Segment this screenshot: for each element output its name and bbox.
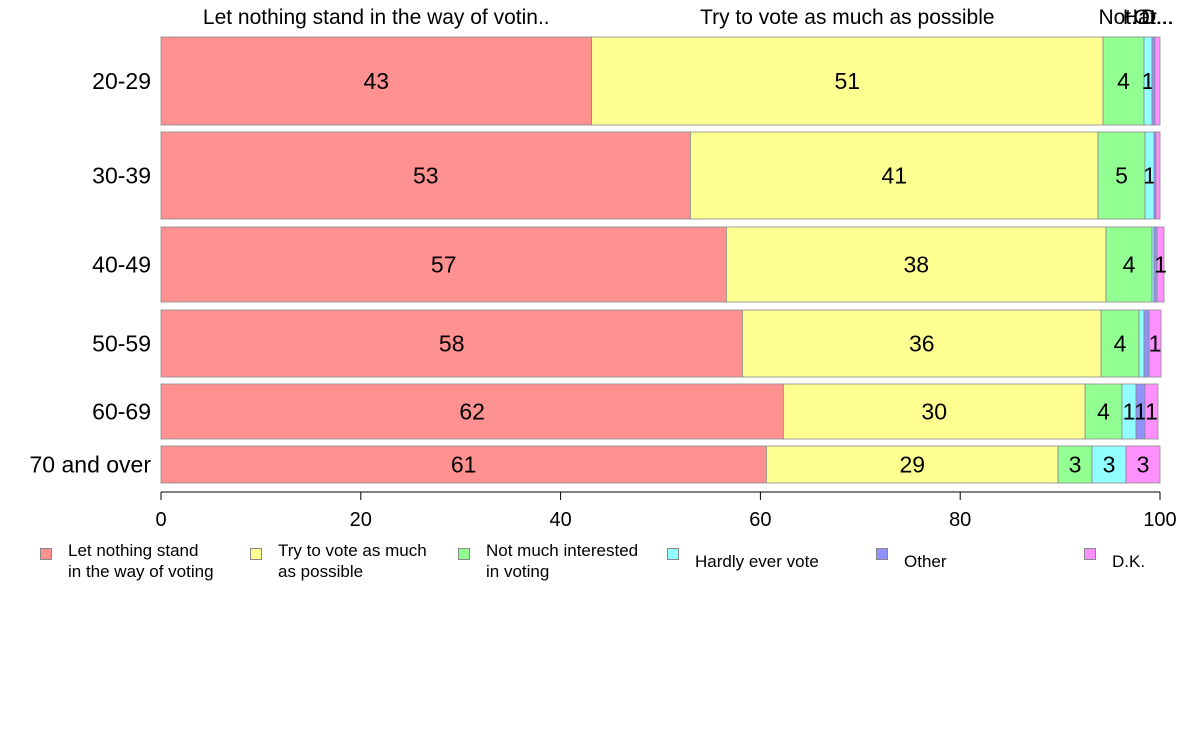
bar-segment: [1144, 383, 1159, 440]
data-label: 1: [1154, 252, 1167, 278]
legend-swatch: [1084, 548, 1096, 560]
legend-item: Hardly ever vote: [667, 540, 819, 572]
bar-segment: [1091, 445, 1127, 484]
data-label: 38: [903, 252, 929, 278]
bar-segment: [1102, 36, 1145, 126]
bar-segment: [160, 445, 767, 484]
data-label: 3: [1137, 452, 1150, 478]
bar-segment: [160, 36, 592, 126]
legend-label: Other: [904, 552, 947, 571]
bar-segment: [690, 131, 1099, 220]
data-label: 57: [431, 252, 457, 278]
bar-segment: [1151, 36, 1156, 126]
category-label: 40-49: [92, 252, 151, 278]
data-label: 1: [1134, 399, 1147, 425]
data-label: 41: [881, 163, 907, 189]
data-label: 43: [363, 68, 389, 94]
bar-segment: [726, 226, 1107, 303]
x-tick-label: 80: [949, 509, 971, 531]
series-top-label: Let nothing stand in the way of votin..: [203, 6, 550, 29]
data-label: 4: [1117, 68, 1130, 94]
data-label: 51: [835, 68, 861, 94]
data-label: 5: [1115, 163, 1128, 189]
x-tick-label: 40: [549, 509, 571, 531]
legend-label: Let nothing stand in the way of voting: [68, 541, 214, 581]
data-label: 1: [1123, 399, 1136, 425]
bar-segment: [1138, 309, 1145, 378]
x-tick-label: 60: [749, 509, 771, 531]
category-label: 50-59: [92, 331, 151, 357]
data-label: 1: [1142, 68, 1155, 94]
data-label: 53: [413, 163, 439, 189]
bar-segment: [160, 383, 784, 440]
data-label: 1: [1143, 163, 1156, 189]
legend-item: Not much interested in voting: [458, 540, 638, 582]
legend-label: Hardly ever vote: [695, 552, 819, 571]
legend-swatch: [250, 548, 262, 560]
bar-segment: [591, 36, 1104, 126]
bar-segment: [1084, 383, 1123, 440]
legend-label: D.K.: [1112, 552, 1146, 571]
data-label: 36: [909, 331, 935, 357]
series-top-label: D...: [1141, 6, 1174, 29]
bar-segment: [1156, 226, 1165, 303]
legend-item: Other: [876, 540, 947, 572]
category-label: 30-39: [92, 163, 151, 189]
data-label: 3: [1069, 452, 1082, 478]
bar-segment: [1100, 309, 1140, 378]
bar-segment: [1155, 131, 1161, 220]
bar-segment: [765, 445, 1059, 484]
data-label: 4: [1114, 331, 1127, 357]
series-top-label: Try to vote as much as possible: [700, 6, 995, 29]
legend-item: Let nothing stand in the way of voting: [40, 540, 214, 582]
data-label: 3: [1103, 452, 1116, 478]
category-label: 20-29: [92, 68, 151, 94]
bar-segment: [1105, 226, 1153, 303]
bar-segment: [742, 309, 1102, 378]
data-label: 4: [1097, 399, 1110, 425]
legend-label: Not much interested in voting: [486, 541, 639, 581]
legend-label: Try to vote as much as possible: [278, 541, 427, 581]
bar-segment: [160, 226, 727, 303]
data-label: 30: [921, 399, 947, 425]
data-label: 1: [1145, 399, 1158, 425]
series-top-label: Har...: [1123, 6, 1173, 29]
bar-segment: [782, 383, 1086, 440]
chart-legend: Let nothing stand in the way of voting Tr…: [0, 540, 1188, 600]
bar-segment: [160, 131, 691, 220]
legend-item: D.K.: [1084, 540, 1145, 572]
legend-swatch: [667, 548, 679, 560]
bar-segment: [160, 309, 743, 378]
category-label: 60-69: [92, 399, 151, 425]
series-top-label: Not...: [1098, 6, 1148, 29]
data-label: 1: [1149, 331, 1162, 357]
bar-segment: [1057, 445, 1093, 484]
data-label: 58: [439, 331, 465, 357]
bar-segment: [1148, 309, 1162, 378]
legend-item: Try to vote as much as possible: [250, 540, 427, 582]
legend-swatch: [876, 548, 888, 560]
data-label: 62: [459, 399, 485, 425]
data-label: 29: [899, 452, 925, 478]
bar-segment: [1125, 445, 1161, 484]
category-label: 70 and over: [30, 452, 152, 478]
legend-swatch: [40, 548, 52, 560]
x-tick-label: 20: [350, 509, 372, 531]
x-tick-label: 0: [155, 509, 166, 531]
series-top-label: Ot...: [1134, 6, 1174, 29]
bar-segment: [1154, 36, 1161, 126]
legend-swatch: [458, 548, 470, 560]
data-label: 61: [451, 452, 477, 478]
x-tick-label: 100: [1143, 509, 1176, 531]
data-label: 4: [1123, 252, 1136, 278]
